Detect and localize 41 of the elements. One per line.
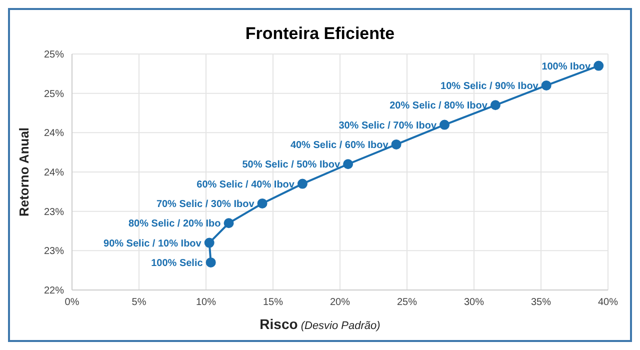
y-tick-label: 22% — [44, 286, 64, 297]
x-tick-label: 35% — [530, 297, 552, 308]
annotation: 40% Selic / 60% Ibov — [290, 140, 389, 152]
x-tick-label: 20% — [330, 297, 350, 308]
x-tick-label: 0% — [64, 297, 80, 308]
point — [224, 218, 234, 228]
y-tick-label: 23% — [44, 246, 64, 258]
chart-title: Fronteira Eficiente — [244, 24, 396, 45]
point — [343, 159, 354, 170]
y-tick-label: 24% — [44, 168, 64, 179]
point — [257, 198, 268, 208]
y-tick-label: 24% — [44, 128, 64, 140]
point — [297, 178, 308, 189]
y-tick-label: 25% — [44, 50, 64, 61]
annotation: 90% Selic / 10% Ibov — [104, 238, 202, 250]
x-tick-label: 10% — [196, 297, 216, 308]
annotation: 30% Selic / 70% Ibov — [338, 120, 437, 132]
annotation: 70% Selic / 30% Ibov — [156, 199, 255, 210]
annotation: 10% Selic / 90% Ibov — [440, 81, 539, 92]
x-tick-label: 25% — [396, 297, 418, 308]
point — [440, 120, 450, 130]
x-tick-label: 40% — [598, 297, 618, 308]
annotation: 100% Selic — [151, 258, 204, 270]
point — [541, 80, 552, 90]
annotation: 80% Selic / 20% Ibo — [128, 218, 221, 230]
x-axis-title: Risco (Desvio Padrão) — [260, 316, 380, 332]
x-tick-label: 5% — [132, 297, 146, 308]
annotation: 100% Ibov — [542, 61, 592, 72]
point — [206, 257, 216, 268]
x-tick-label: 30% — [464, 297, 484, 308]
point — [204, 238, 214, 248]
point — [490, 100, 500, 110]
point — [391, 139, 402, 150]
y-tick-label: 23% — [44, 206, 64, 218]
point — [594, 60, 604, 71]
annotation: 60% Selic / 40% Ibov — [196, 179, 295, 190]
annotation: 50% Selic / 50% Ibov — [242, 160, 340, 171]
x-tick-label: 15% — [262, 297, 284, 308]
y-tick-label: 25% — [44, 88, 64, 100]
annotation: 20% Selic / 80% Ibov — [390, 100, 488, 112]
y-axis-title: Retorno Anual — [16, 127, 32, 217]
